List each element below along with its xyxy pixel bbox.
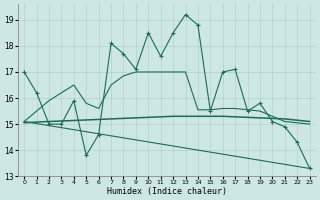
X-axis label: Humidex (Indice chaleur): Humidex (Indice chaleur)	[107, 187, 227, 196]
